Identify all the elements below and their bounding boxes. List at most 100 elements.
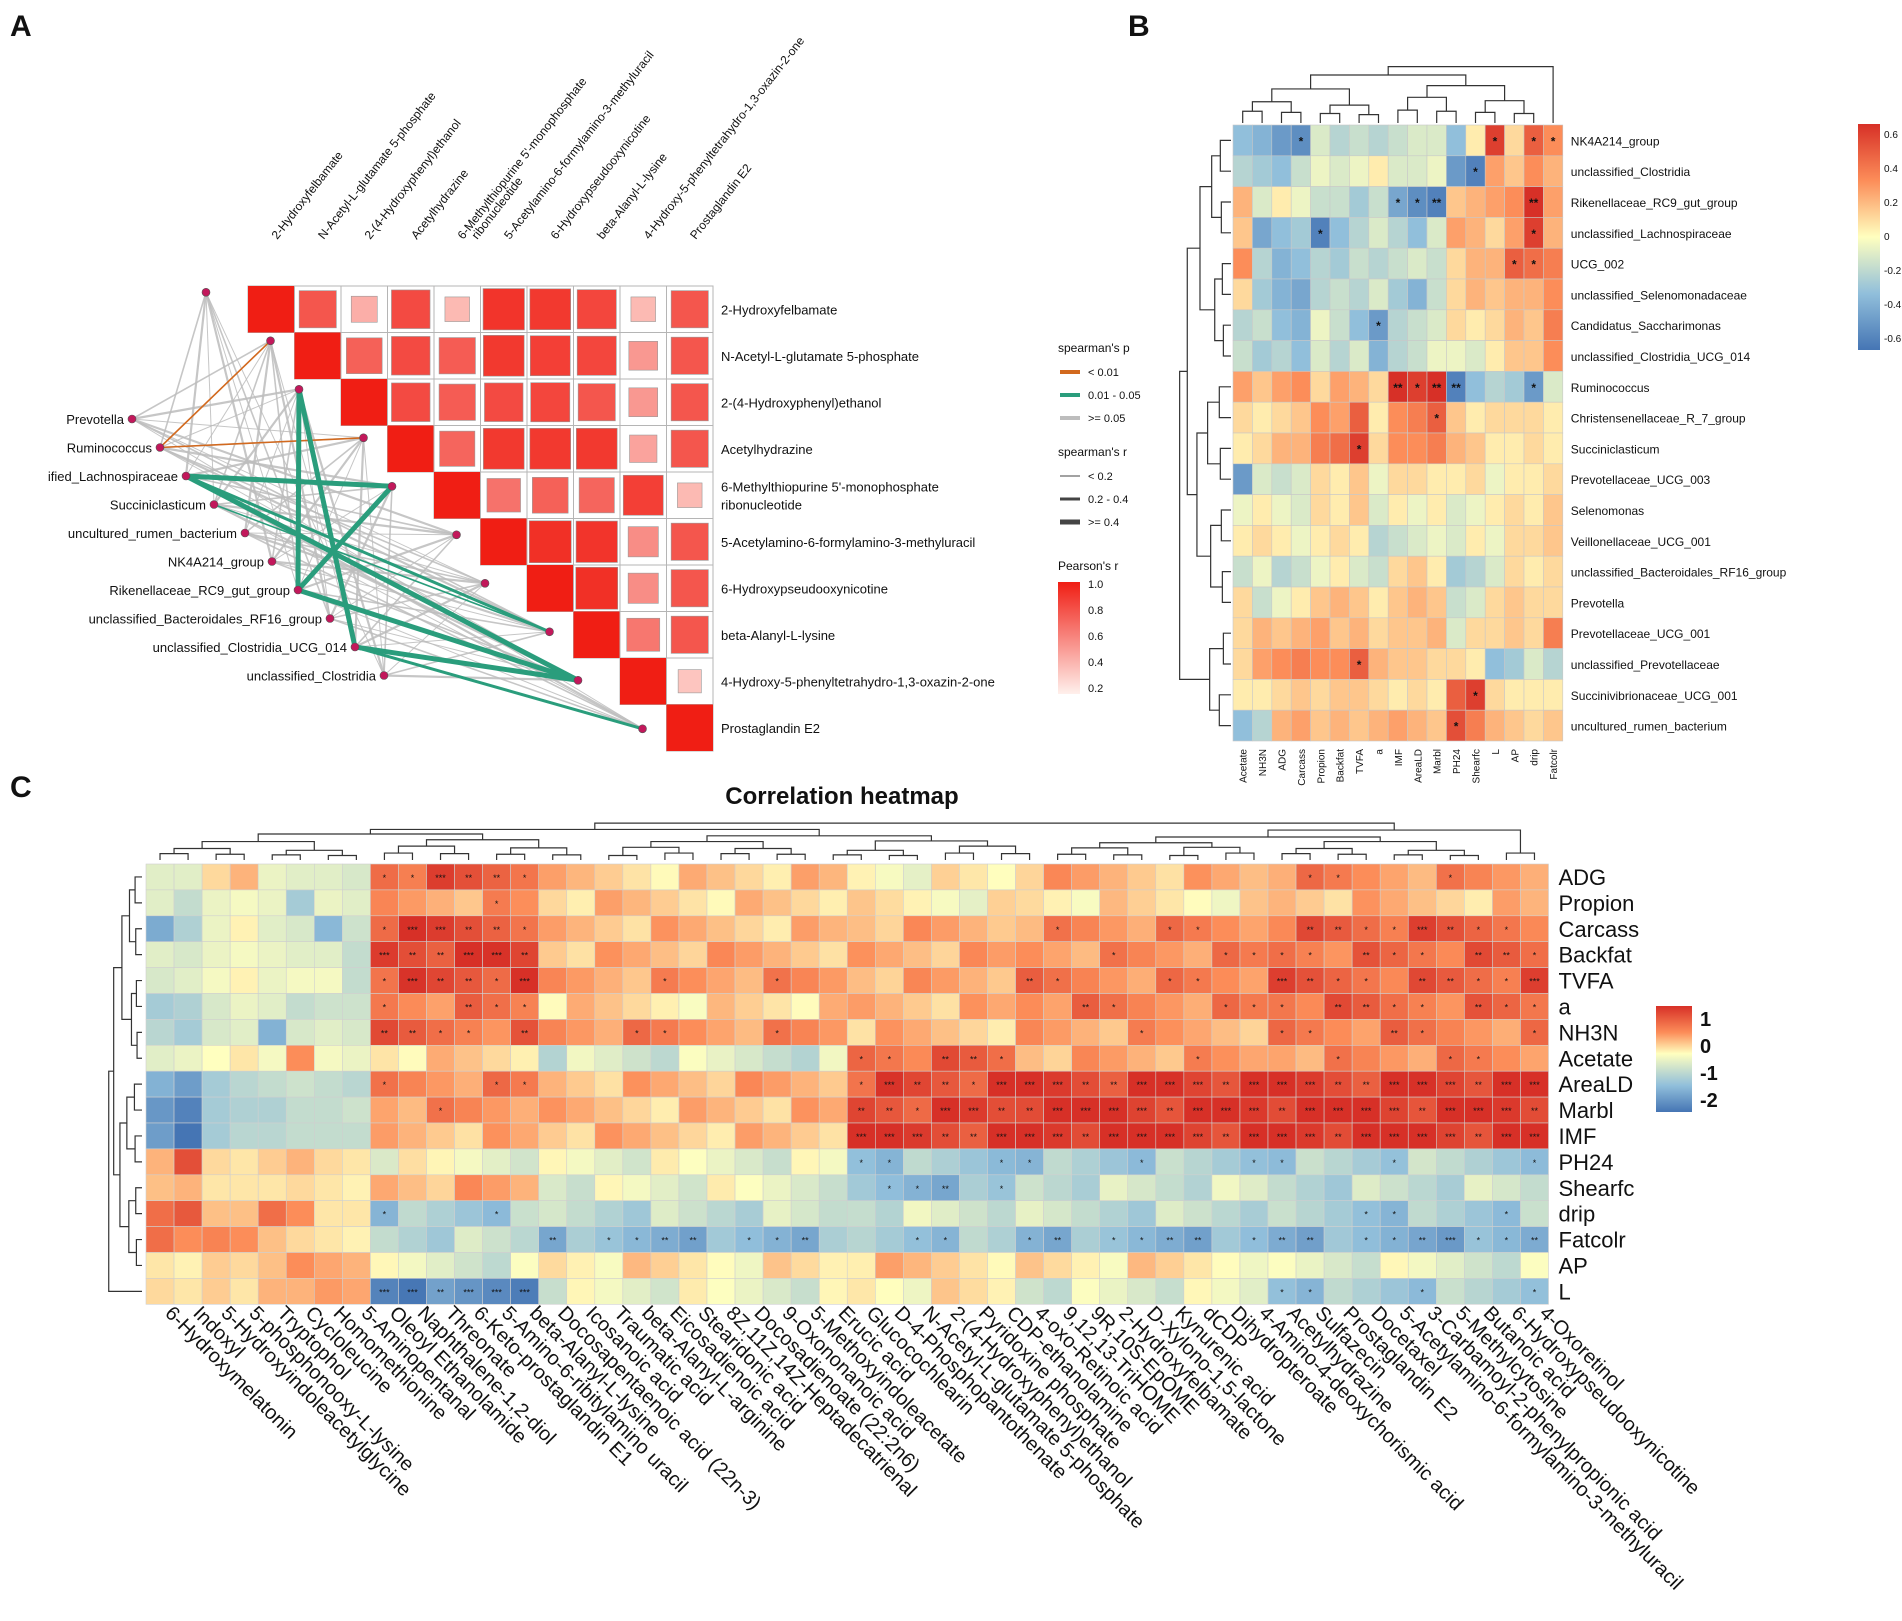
heatmap-c-star: * bbox=[1533, 951, 1537, 961]
heatmap-c-cell bbox=[762, 863, 792, 891]
mantel-edge-ns bbox=[270, 340, 356, 648]
heatmap-b-cell bbox=[1446, 432, 1467, 465]
heatmap-c-star: * bbox=[495, 899, 499, 909]
heatmap-c-cell bbox=[1436, 1200, 1465, 1227]
heatmap-c-cell bbox=[846, 1148, 876, 1176]
heatmap-b-row-label: unclassified_Lachnospiraceae bbox=[1571, 227, 1732, 241]
heatmap-c-cell bbox=[1323, 1200, 1353, 1227]
heatmap-b-cell bbox=[1543, 494, 1564, 526]
heatmap-c-cell bbox=[903, 1045, 932, 1072]
heatmap-b-cell bbox=[1504, 340, 1525, 372]
heatmap-c-cell bbox=[622, 863, 652, 891]
heatmap-b-cell bbox=[1523, 432, 1544, 465]
heatmap-c-cell bbox=[931, 889, 960, 917]
mantel-edge-ns bbox=[185, 340, 271, 477]
heatmap-c-cell bbox=[846, 863, 876, 891]
heatmap-c-cell bbox=[538, 1174, 568, 1202]
heatmap-b-row-label: Prevotellaceae_UCG_003 bbox=[1571, 473, 1711, 487]
heatmap-c-cell bbox=[734, 1174, 764, 1202]
heatmap-b-cell bbox=[1329, 217, 1350, 249]
heatmap-b-cell bbox=[1407, 525, 1428, 557]
heatmap-c-cell bbox=[650, 1252, 680, 1279]
heatmap-c-cell bbox=[257, 941, 287, 968]
heatmap-c-cell bbox=[454, 1148, 483, 1176]
heatmap-b-cell bbox=[1310, 525, 1331, 557]
heatmap-c-cell bbox=[1464, 941, 1493, 968]
heatmap-c-cell bbox=[1071, 1278, 1101, 1305]
heatmap-c-star: ** bbox=[1222, 1080, 1230, 1090]
matrix-cell bbox=[670, 336, 709, 375]
mantel-edge-sig bbox=[159, 340, 272, 449]
heatmap-c-cell bbox=[229, 1174, 259, 1202]
heatmap-b-cell bbox=[1407, 432, 1428, 465]
heatmap-b-cell bbox=[1387, 432, 1408, 465]
taxon-label: uncultured_rumen_bacterium bbox=[68, 526, 237, 541]
heatmap-c-cell bbox=[1295, 1122, 1325, 1150]
heatmap-c-cell bbox=[454, 1252, 483, 1279]
heatmap-b-cell bbox=[1465, 186, 1486, 218]
right-metabolite-label: 6-Hydroxypseudooxynicotine bbox=[721, 581, 888, 596]
heatmap-c-star: * bbox=[467, 1028, 471, 1038]
heatmap-b-cell bbox=[1523, 494, 1544, 526]
heatmap-c-cell bbox=[285, 915, 315, 942]
heatmap-c-cell bbox=[790, 1122, 820, 1150]
legend-r-item: >= 0.4 bbox=[1088, 517, 1119, 529]
heatmap-c-star: *** bbox=[519, 977, 530, 987]
heatmap-b-col-label: Propion bbox=[1316, 749, 1327, 783]
heatmap-b-cell bbox=[1271, 617, 1292, 649]
heatmap-c-cell bbox=[1323, 941, 1353, 968]
heatmap-c-cell bbox=[818, 1226, 848, 1253]
heatmap-b-cell bbox=[1446, 494, 1467, 526]
heatmap-c-cell bbox=[1520, 1200, 1549, 1227]
heatmap-c-cell bbox=[1351, 863, 1381, 891]
heatmap-c-cell bbox=[342, 1252, 371, 1279]
heatmap-b-cell bbox=[1310, 124, 1331, 157]
heatmap-c-cell bbox=[790, 1096, 820, 1124]
heatmap-c-cell bbox=[1492, 1148, 1521, 1176]
heatmap-c-cell bbox=[678, 1200, 708, 1227]
heatmap-c-cell bbox=[1239, 889, 1269, 917]
heatmap-c-cell bbox=[1520, 1045, 1549, 1072]
heatmap-c-star: ** bbox=[409, 951, 417, 961]
matrix-cell bbox=[294, 332, 341, 379]
heatmap-c-cell bbox=[706, 967, 736, 994]
heatmap-b-star: * bbox=[1454, 720, 1459, 734]
heatmap-c-cell bbox=[1351, 1200, 1381, 1227]
heatmap-c-cell bbox=[1407, 1252, 1437, 1279]
heatmap-b-cell bbox=[1290, 217, 1311, 249]
dendrogram-b-top bbox=[1280, 111, 1302, 123]
heatmap-c-star: *** bbox=[1305, 1080, 1316, 1090]
heatmap-b-cell bbox=[1329, 709, 1350, 742]
heatmap-c-star: ** bbox=[689, 1236, 697, 1246]
heatmap-c-cell bbox=[173, 915, 203, 942]
heatmap-c-star: * bbox=[1308, 873, 1312, 883]
heatmap-c-cell bbox=[1436, 1278, 1465, 1305]
heatmap-b-row-label: Succiniclasticum bbox=[1571, 442, 1660, 456]
heatmap-c-star: * bbox=[495, 1080, 499, 1090]
heatmap-b-cell bbox=[1232, 494, 1253, 526]
heatmap-c-cell bbox=[426, 1122, 455, 1150]
heatmap-c-star: ** bbox=[381, 1028, 389, 1038]
heatmap-c-star: *** bbox=[1529, 977, 1540, 987]
heatmap-c-star: * bbox=[1280, 951, 1284, 961]
heatmap-b-cell bbox=[1465, 586, 1486, 619]
heatmap-c-star: * bbox=[1196, 1054, 1200, 1064]
heatmap-c-cell bbox=[257, 1174, 287, 1202]
heatmap-c-cell bbox=[650, 993, 680, 1020]
heatmap-c-star: *** bbox=[491, 951, 502, 961]
colorbar-c-tick: -1 bbox=[1700, 1063, 1718, 1085]
heatmap-b-row-label: Selenomonas bbox=[1571, 504, 1644, 518]
heatmap-c-row-label: Fatcolr bbox=[1559, 1228, 1626, 1253]
heatmap-c-cell bbox=[818, 1252, 848, 1279]
heatmap-c-cell bbox=[229, 915, 259, 942]
heatmap-c-star: * bbox=[1252, 1158, 1256, 1168]
heatmap-c-star: * bbox=[1505, 1002, 1509, 1012]
heatmap-c-cell bbox=[1323, 1278, 1353, 1305]
heatmap-c-cell bbox=[790, 1200, 820, 1227]
dendrogram-c-top bbox=[1267, 829, 1522, 854]
mantel-edge-ns bbox=[159, 446, 393, 488]
heatmap-c-cell bbox=[257, 967, 287, 994]
metabolite-node bbox=[266, 336, 275, 346]
heatmap-c-cell bbox=[1379, 863, 1409, 891]
heatmap-c-cell bbox=[1127, 967, 1157, 994]
